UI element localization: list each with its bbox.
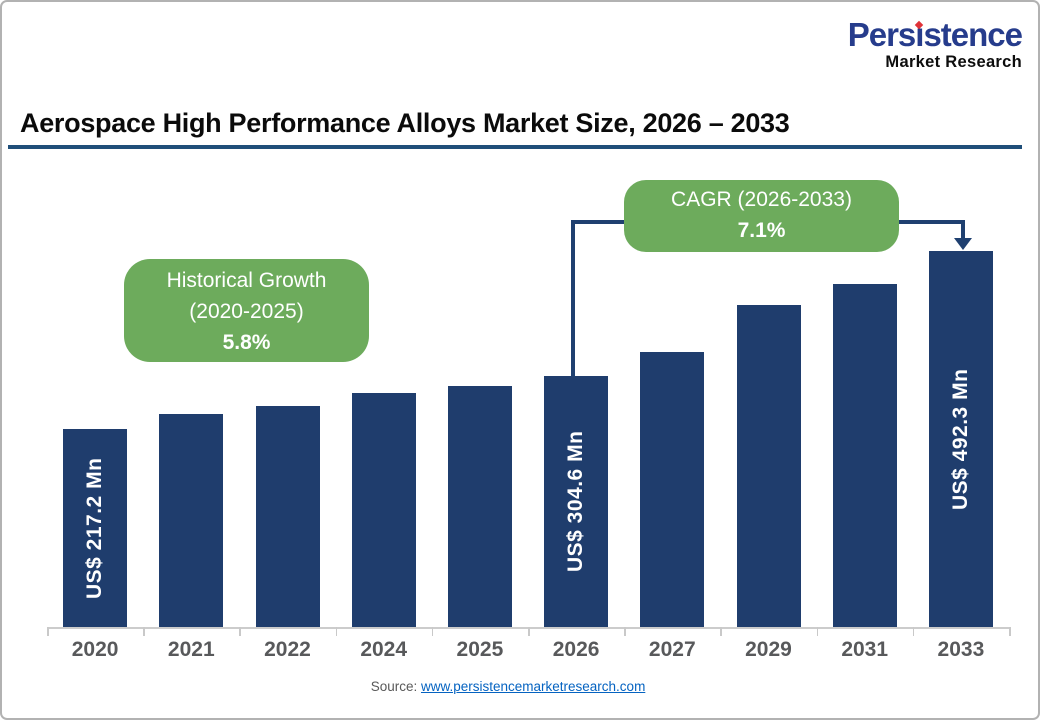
logo-subtitle: Market Research [885,53,1022,71]
x-axis-tick [335,627,338,636]
historical-growth-line1: Historical Growth [166,269,327,292]
x-axis-label-2026: 2026 [552,638,600,661]
cagr-connector-left-horizontal [571,220,626,224]
x-axis-tick [431,627,434,636]
x-axis-label-2021: 2021 [167,638,215,661]
cagr-connector-right-vertical [961,220,965,239]
x-axis-tick [239,627,241,636]
x-axis-tick [1009,627,1011,636]
bar-2026: US$ 304.6 Mn [544,376,609,627]
x-axis-label-2027: 2027 [648,638,696,661]
bar-2025 [447,386,512,627]
historical-growth-callout: Historical Growth (2020-2025) 5.8% [124,259,369,362]
x-axis-label-2031: 2031 [841,638,889,661]
x-axis-label-2033: 2033 [937,638,985,661]
x-axis-label-2025: 2025 [456,638,504,661]
historical-growth-value: 5.8% [222,331,271,354]
bar-2031 [832,284,897,627]
x-axis-label-2024: 2024 [360,638,408,661]
logo-brand-pre: Pers [847,16,917,53]
source-label: Source: [370,679,418,694]
bar-value-label-2026: US$ 304.6 Mn [564,430,588,573]
x-axis-tick [143,627,145,636]
x-axis-label-2020: 2020 [71,638,119,661]
x-axis-tick [720,627,722,636]
bar-value-label-2033: US$ 492.3 Mn [948,368,972,510]
cagr-connector-left-vertical [571,220,575,377]
logo-brand-post: stence [923,16,1023,53]
cagr-connector-right-horizontal [897,220,965,224]
cagr-connector-arrowhead-icon [954,238,972,250]
logo-brand-text: Pers ıstence [847,16,1023,53]
x-axis-tick [624,627,626,636]
x-axis-label-2029: 2029 [745,638,792,661]
page-title: Aerospace High Performance Alloys Market… [20,108,790,138]
pmr-logo: Pers ıstence Market Research [847,16,1023,71]
bar-2022 [255,406,320,627]
cagr-value: 7.1% [737,219,786,242]
bar-2020: US$ 217.2 Mn [63,429,128,627]
title-underline [8,145,1022,149]
logo-letter-i: ı [915,16,924,53]
bar-2027 [640,352,705,627]
source-link[interactable]: www.persistencemarketresearch.com [420,679,646,694]
bar-2024 [351,393,416,627]
x-axis-tick [47,627,49,636]
cagr-callout: CAGR (2026-2033) 7.1% [624,180,899,252]
x-axis-tick [528,627,530,636]
cagr-line1: CAGR (2026-2033) [671,188,852,211]
source-line: Source: www.persistencemarketresearch.co… [2,679,1014,694]
x-axis-tick [912,627,915,636]
historical-growth-line2: (2020-2025) [189,300,304,323]
bar-2029 [736,305,801,627]
x-axis-label-2022: 2022 [264,638,311,661]
bar-value-label-2020: US$ 217.2 Mn [83,457,107,599]
bar-2021 [159,414,224,627]
bar-2033: US$ 492.3 Mn [928,251,993,627]
x-axis-tick [816,627,819,636]
